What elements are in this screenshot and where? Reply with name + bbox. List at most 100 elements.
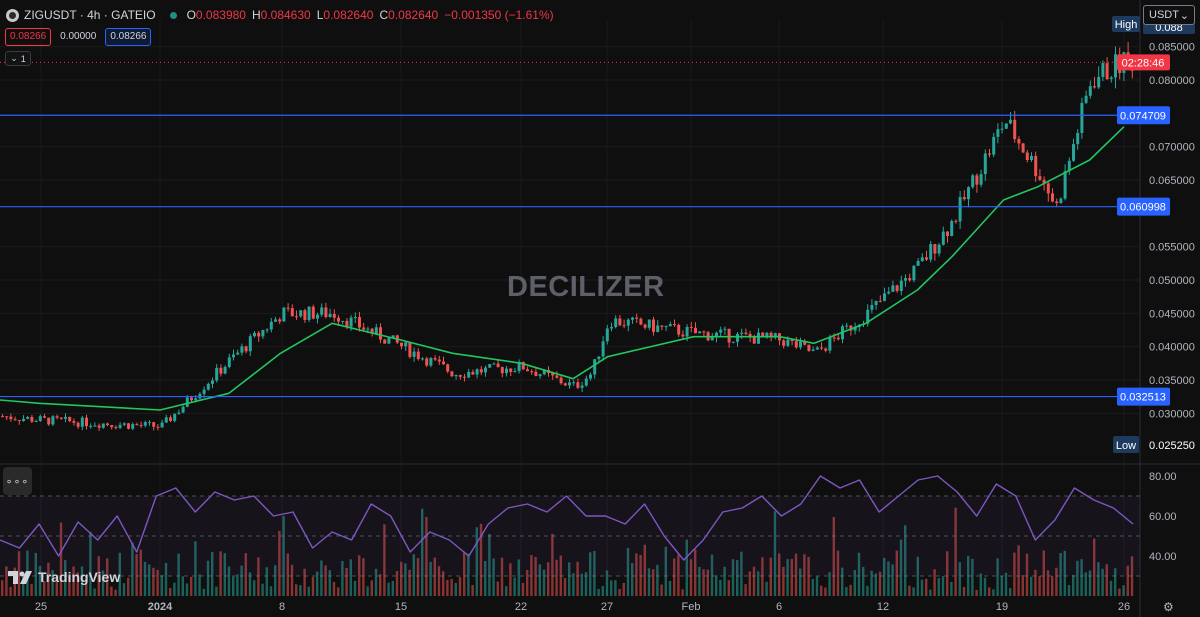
low-tag-label: Low — [1116, 440, 1136, 452]
candle-body — [954, 220, 958, 222]
candle-body — [1067, 160, 1071, 172]
candle-body — [433, 358, 437, 360]
candle-body — [295, 316, 298, 318]
volume-bar — [702, 569, 705, 596]
volume-bar — [177, 553, 180, 596]
volume-bar — [1055, 567, 1058, 596]
candle-body — [1093, 86, 1096, 88]
candle-body — [601, 341, 605, 357]
volume-bar — [1004, 572, 1008, 596]
candle-body — [727, 328, 731, 343]
volume-bar — [248, 572, 252, 596]
candle-body — [26, 417, 30, 419]
volume-bar — [471, 585, 474, 596]
price-tick-label: 0.050000 — [1149, 275, 1195, 287]
currency-select[interactable]: USDT ⌄ — [1143, 5, 1195, 25]
volume-bar — [295, 584, 298, 596]
candle-body — [89, 426, 93, 428]
volume-bar — [76, 572, 79, 596]
more-dots-icon: ∘∘∘ — [5, 475, 30, 488]
candle-body — [278, 319, 282, 322]
candle-body — [1105, 63, 1109, 80]
volume-bar — [135, 554, 138, 596]
candle-body — [572, 382, 576, 384]
candle-body — [736, 333, 739, 342]
volume-bar — [185, 583, 189, 596]
candle-body — [849, 325, 853, 331]
candle-body — [148, 422, 151, 424]
candle-body — [202, 389, 206, 394]
volume-bar — [647, 568, 651, 596]
candle-body — [416, 351, 420, 360]
candle-body — [740, 332, 744, 334]
high-value-label: 0.088 — [1155, 22, 1183, 34]
indicators-toggle-button[interactable]: ⌄ 1 — [5, 51, 31, 66]
candle-body — [946, 231, 949, 236]
candle-body — [177, 412, 181, 414]
volume-bar — [601, 586, 604, 596]
volume-bar — [274, 565, 277, 596]
candle-body — [17, 420, 21, 422]
candle-body — [757, 332, 760, 344]
candle-body — [446, 364, 450, 372]
tradingview-logo[interactable]: TradingView — [8, 569, 120, 585]
volume-bar — [643, 544, 646, 596]
candle-body — [1097, 76, 1101, 88]
volume-bar — [1034, 569, 1037, 596]
candle-body — [967, 187, 970, 200]
volume-bars — [1, 507, 1134, 596]
volume-bar — [593, 551, 596, 596]
time-axis[interactable]: 25 2024 8 15 22 27 Feb 6 12 19 26 — [35, 601, 1130, 613]
candle-body — [824, 348, 828, 351]
volume-bar — [538, 564, 541, 596]
currency-select-value: USDT — [1149, 9, 1179, 21]
volume-bar — [866, 585, 869, 596]
settings-gear-icon[interactable]: ⚙ — [1163, 600, 1174, 614]
volume-bar — [353, 580, 357, 596]
volume-bar — [1109, 580, 1113, 596]
rsi-pane — [0, 475, 1140, 577]
volume-bar — [101, 570, 105, 596]
volume-bar — [227, 566, 231, 596]
time-tick-label: 25 — [35, 601, 47, 613]
symbol-title[interactable]: ZIGUSDT · 4h · GATEIO — [24, 8, 156, 22]
candle-body — [996, 129, 1000, 137]
level-price-tag — [1117, 387, 1170, 406]
volume-bar — [1097, 562, 1100, 596]
volume-bar — [265, 567, 268, 596]
horizontal-levels[interactable] — [0, 61, 1140, 398]
ask-price-button[interactable]: 0.08266 — [105, 28, 152, 46]
volume-bar — [1080, 559, 1083, 596]
tradingview-mark-icon — [8, 570, 32, 584]
volume-bar — [278, 530, 281, 596]
volume-bar — [164, 562, 168, 596]
candle-body — [731, 341, 735, 343]
volume-bar — [488, 533, 491, 596]
candle-body — [358, 317, 361, 328]
candle-body — [912, 265, 916, 281]
price-axis[interactable]: 0.085000 0.080000 0.070000 0.065000 0.055000… — [1149, 42, 1195, 563]
volume-bar — [773, 511, 777, 596]
volume-bar — [891, 564, 894, 596]
volume-bar — [383, 524, 386, 596]
candle-body — [723, 328, 727, 330]
volume-bar — [1072, 574, 1075, 596]
candle-body — [437, 359, 441, 362]
candle-body — [513, 371, 517, 373]
candle-body — [463, 376, 466, 378]
volume-bar — [857, 552, 861, 596]
candle-body — [261, 330, 265, 337]
bid-price-button[interactable]: 0.08266 — [5, 28, 52, 46]
pane-menu-button[interactable]: ∘∘∘ — [3, 467, 32, 495]
candle-body — [580, 385, 584, 388]
volume-bar — [832, 517, 835, 596]
volume-bar — [895, 550, 898, 596]
candle-body — [744, 332, 748, 334]
volume-bar — [677, 554, 680, 596]
candle-body — [635, 317, 639, 319]
candle-body — [370, 328, 374, 334]
brand-name: TradingView — [38, 569, 121, 585]
volume-bar — [17, 551, 21, 596]
volume-bar — [656, 564, 659, 596]
